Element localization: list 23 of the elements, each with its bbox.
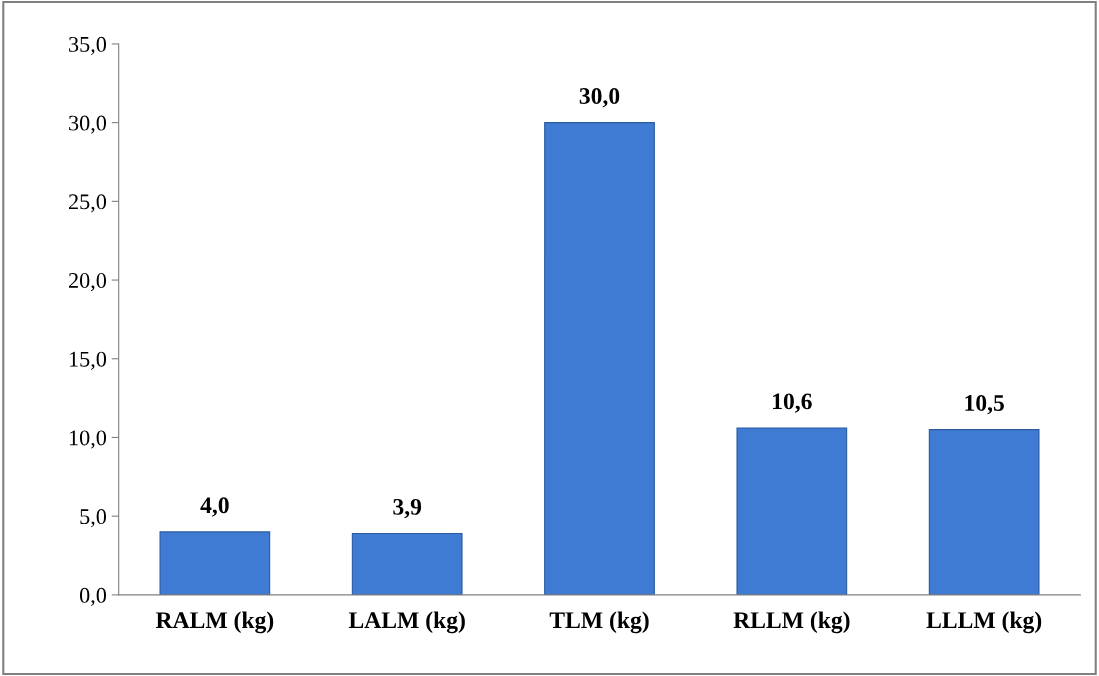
data-label: 3,9 [393, 498, 422, 519]
data-label: 10,6 [773, 393, 812, 413]
bar [159, 531, 271, 595]
y-tick-label: 30,0 [69, 115, 107, 134]
x-tick-label: RLLM (kg) [733, 611, 850, 634]
y-tick-label: 15,0 [69, 351, 107, 370]
bar [928, 429, 1040, 595]
x-tick-label: TLM (kg) [549, 611, 649, 634]
y-tick-label: 35,0 [69, 36, 107, 56]
bar [736, 427, 848, 595]
x-tick-label: LLLM (kg) [926, 611, 1042, 634]
x-tick-label: LALM (kg) [348, 611, 465, 634]
data-label: 30,0 [579, 88, 620, 108]
data-label: 10,5 [965, 394, 1004, 415]
y-tick-label: 0,0 [79, 587, 107, 607]
data-label: 4,0 [200, 497, 229, 517]
y-tick-label: 25,0 [68, 194, 107, 213]
bar [351, 532, 463, 595]
y-tick-label: 10,0 [69, 430, 107, 449]
y-tick-label: 5,0 [80, 509, 107, 528]
y-tick-label: 20,0 [68, 272, 107, 292]
x-tick-label: RALM (kg) [155, 611, 274, 634]
bar [544, 122, 655, 595]
